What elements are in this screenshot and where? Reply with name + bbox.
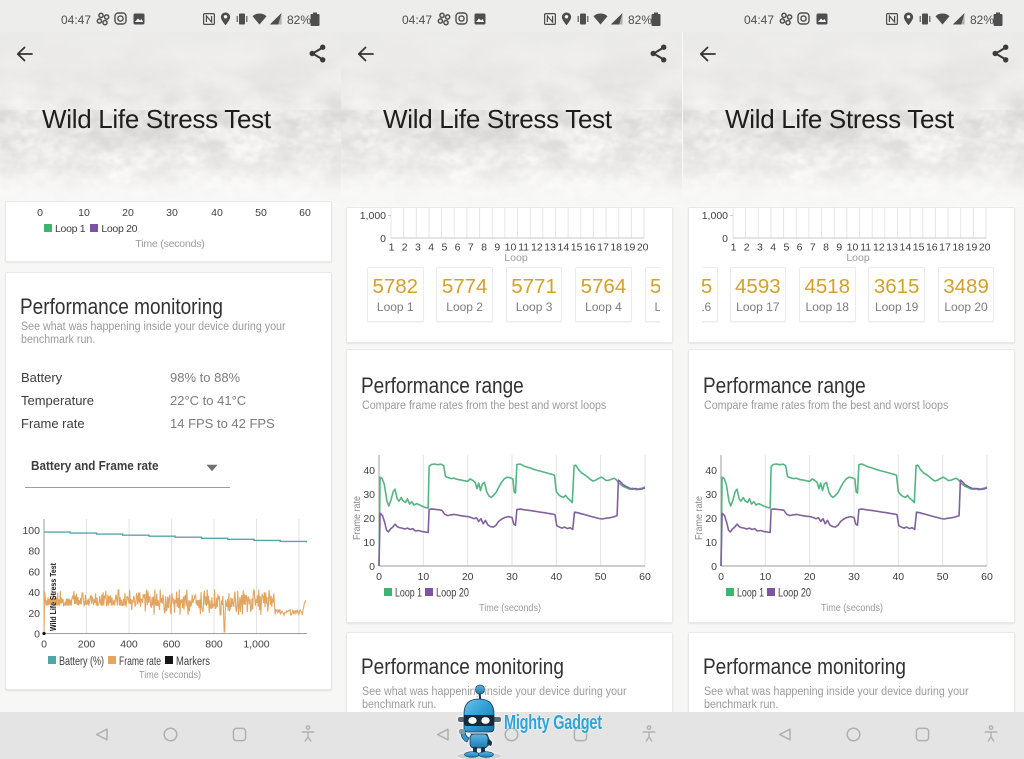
svg-text:19: 19 — [624, 242, 636, 254]
svg-text:0: 0 — [34, 629, 40, 641]
svg-text:7: 7 — [468, 242, 474, 254]
svg-text:30: 30 — [363, 489, 375, 501]
svg-text:10: 10 — [705, 537, 717, 549]
svg-text:10: 10 — [847, 242, 859, 254]
svg-text:1,000: 1,000 — [702, 210, 728, 222]
svg-text:Frame rate: Frame rate — [694, 496, 705, 540]
svg-text:14: 14 — [900, 242, 912, 254]
svg-text:16: 16 — [926, 242, 938, 254]
svg-text:Markers: Markers — [176, 656, 210, 668]
svg-text:Time (seconds): Time (seconds) — [479, 602, 541, 614]
svg-text:40: 40 — [705, 465, 717, 477]
svg-text:11: 11 — [860, 242, 871, 254]
svg-text:20: 20 — [363, 513, 375, 525]
svg-text:40: 40 — [363, 465, 375, 477]
svg-text:3: 3 — [757, 242, 763, 254]
svg-text:13: 13 — [544, 242, 556, 254]
svg-text:13: 13 — [886, 242, 898, 254]
svg-text:30: 30 — [705, 489, 717, 501]
svg-text:9: 9 — [836, 242, 842, 254]
svg-text:800: 800 — [205, 639, 223, 651]
svg-text:17: 17 — [939, 242, 951, 254]
svg-text:60: 60 — [28, 566, 40, 578]
svg-text:Loop 20: Loop 20 — [778, 588, 811, 600]
svg-text:Wild Life Stress Test: Wild Life Stress Test — [48, 563, 58, 631]
svg-text:Time (seconds): Time (seconds) — [821, 602, 883, 614]
svg-text:40: 40 — [28, 587, 40, 599]
svg-text:12: 12 — [873, 242, 885, 254]
svg-text:4: 4 — [770, 242, 776, 254]
svg-text:Loop 20: Loop 20 — [436, 588, 469, 600]
svg-text:60: 60 — [639, 571, 651, 583]
svg-text:20: 20 — [637, 242, 649, 254]
svg-text:20: 20 — [705, 513, 717, 525]
svg-text:600: 600 — [163, 639, 181, 651]
svg-text:17: 17 — [597, 242, 609, 254]
svg-text:Frame rate: Frame rate — [119, 656, 161, 668]
svg-text:0: 0 — [711, 561, 717, 573]
svg-text:5: 5 — [783, 242, 789, 254]
svg-text:1: 1 — [389, 242, 395, 254]
svg-text:Loop: Loop — [504, 252, 528, 264]
svg-text:5: 5 — [441, 242, 447, 254]
svg-text:Frame rate: Frame rate — [352, 496, 363, 540]
svg-text:30: 30 — [506, 571, 518, 583]
svg-text:20: 20 — [804, 571, 816, 583]
svg-text:0: 0 — [718, 571, 724, 583]
svg-text:3: 3 — [415, 242, 421, 254]
svg-text:12: 12 — [531, 242, 543, 254]
svg-text:6: 6 — [455, 242, 461, 254]
svg-text:2: 2 — [744, 242, 750, 254]
svg-text:14: 14 — [558, 242, 570, 254]
svg-text:0: 0 — [41, 639, 47, 651]
svg-text:10: 10 — [417, 571, 429, 583]
svg-text:2: 2 — [402, 242, 408, 254]
svg-text:50: 50 — [937, 571, 949, 583]
svg-text:100: 100 — [22, 525, 40, 537]
svg-text:8: 8 — [481, 242, 487, 254]
svg-text:20: 20 — [462, 571, 474, 583]
svg-text:Battery (%): Battery (%) — [59, 656, 104, 668]
svg-text:11: 11 — [518, 242, 529, 254]
svg-text:60: 60 — [981, 571, 993, 583]
svg-text:20: 20 — [28, 608, 40, 620]
svg-text:10: 10 — [505, 242, 517, 254]
svg-text:1: 1 — [731, 242, 737, 254]
svg-text:200: 200 — [78, 639, 96, 651]
svg-text:18: 18 — [610, 242, 622, 254]
svg-text:1,000: 1,000 — [243, 639, 269, 651]
svg-text:Loop 1: Loop 1 — [737, 588, 764, 600]
svg-text:19: 19 — [966, 242, 978, 254]
svg-text:4: 4 — [428, 242, 434, 254]
svg-text:20: 20 — [979, 242, 991, 254]
svg-text:7: 7 — [810, 242, 816, 254]
svg-text:Time (seconds): Time (seconds) — [139, 669, 201, 681]
svg-text:15: 15 — [913, 242, 925, 254]
svg-text:80: 80 — [28, 546, 40, 558]
svg-text:0: 0 — [376, 571, 382, 583]
svg-text:16: 16 — [584, 242, 596, 254]
svg-text:10: 10 — [363, 537, 375, 549]
svg-text:0: 0 — [380, 233, 386, 245]
svg-text:15: 15 — [571, 242, 583, 254]
svg-text:40: 40 — [892, 571, 904, 583]
svg-text:10: 10 — [759, 571, 771, 583]
svg-text:Loop: Loop — [846, 252, 870, 264]
svg-text:8: 8 — [823, 242, 829, 254]
svg-text:18: 18 — [952, 242, 964, 254]
svg-text:Loop 1: Loop 1 — [395, 588, 422, 600]
svg-text:40: 40 — [550, 571, 562, 583]
svg-text:9: 9 — [494, 242, 500, 254]
svg-text:0: 0 — [722, 233, 728, 245]
svg-text:30: 30 — [848, 571, 860, 583]
svg-text:0: 0 — [369, 561, 375, 573]
svg-text:6: 6 — [797, 242, 803, 254]
svg-text:400: 400 — [120, 639, 138, 651]
svg-text:1,000: 1,000 — [360, 210, 386, 222]
svg-text:50: 50 — [595, 571, 607, 583]
